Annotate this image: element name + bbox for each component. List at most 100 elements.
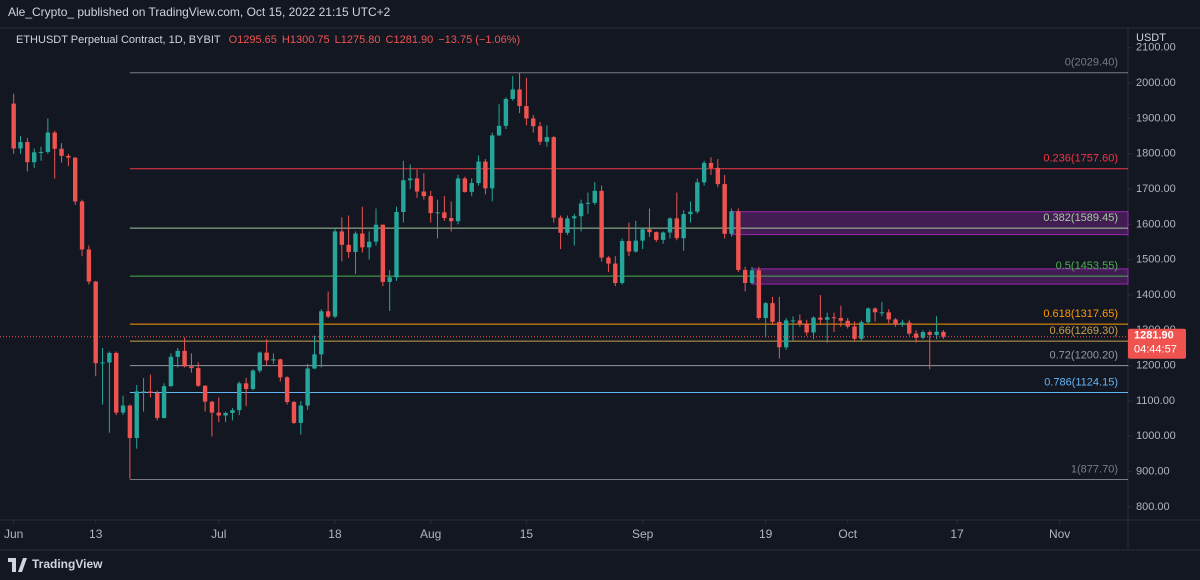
y-tick-label: 1500.00 bbox=[1136, 254, 1176, 266]
candle-body bbox=[695, 182, 700, 212]
candle-body bbox=[756, 270, 762, 318]
candle-body bbox=[872, 308, 878, 313]
legend-value: C1281.90 bbox=[386, 34, 434, 46]
candle-body bbox=[45, 132, 51, 152]
candle-body bbox=[278, 359, 283, 378]
candle-body bbox=[804, 324, 809, 333]
candle-body bbox=[455, 178, 461, 222]
candle-body bbox=[852, 326, 857, 339]
candle-body bbox=[715, 167, 721, 185]
candle-body bbox=[708, 162, 714, 168]
candle-body bbox=[859, 322, 864, 339]
legend-value: −13.75 (−1.06%) bbox=[438, 34, 520, 46]
candle-body bbox=[777, 321, 782, 348]
candle-body bbox=[565, 218, 570, 233]
candle-body bbox=[127, 405, 133, 439]
candle-body bbox=[414, 178, 420, 192]
candle-body bbox=[332, 231, 338, 317]
candle-body bbox=[428, 196, 433, 214]
candle-body bbox=[271, 359, 276, 361]
candle-body bbox=[503, 98, 509, 126]
candle-body bbox=[18, 142, 23, 149]
y-tick-label: 2000.00 bbox=[1136, 77, 1176, 89]
candle-body bbox=[100, 362, 105, 364]
candle-body bbox=[619, 240, 625, 284]
candle-body bbox=[770, 303, 775, 322]
fib-label: 1(877.70) bbox=[1071, 463, 1118, 475]
candle-body bbox=[558, 217, 563, 233]
candle-body bbox=[838, 317, 844, 321]
logo bbox=[8, 558, 27, 572]
candle-body bbox=[175, 350, 180, 357]
candle-body bbox=[681, 214, 686, 239]
fib-label: 0.72(1200.20) bbox=[1050, 349, 1119, 361]
candle-body bbox=[141, 391, 146, 393]
candle-body bbox=[387, 277, 392, 282]
candle-body bbox=[38, 151, 44, 153]
candle-body bbox=[52, 132, 57, 149]
candle-body bbox=[797, 320, 803, 325]
candle-body bbox=[907, 322, 912, 334]
candle-body bbox=[927, 332, 932, 335]
candle-body bbox=[339, 231, 345, 245]
candle-body bbox=[496, 125, 502, 136]
candle-body bbox=[572, 216, 577, 219]
x-tick-label: 19 bbox=[759, 527, 773, 541]
candle-body bbox=[182, 350, 187, 367]
candle-body bbox=[900, 322, 905, 325]
candle-body bbox=[722, 184, 727, 234]
candle-body bbox=[537, 126, 543, 142]
candle-body bbox=[435, 212, 440, 214]
candle-body bbox=[401, 180, 406, 213]
candle-body bbox=[353, 233, 358, 252]
candle-body bbox=[831, 317, 837, 319]
candle-body bbox=[592, 190, 597, 203]
candle-body bbox=[920, 332, 926, 338]
candle-body bbox=[531, 118, 536, 127]
candle-body bbox=[626, 240, 632, 252]
candle-body bbox=[134, 391, 139, 439]
candle-body bbox=[189, 366, 194, 369]
footer-brand: TradingView bbox=[32, 557, 103, 571]
candle-body bbox=[818, 317, 823, 320]
y-tick-label: 800.00 bbox=[1136, 501, 1170, 513]
candle-body bbox=[811, 317, 816, 333]
candle-body bbox=[305, 368, 310, 406]
candle-body bbox=[647, 229, 652, 233]
x-tick-label: Jul bbox=[211, 527, 226, 541]
countdown: 04:44:57 bbox=[1134, 344, 1177, 356]
candle-body bbox=[667, 218, 673, 233]
y-tick-label: 2100.00 bbox=[1136, 42, 1176, 54]
candle-body bbox=[264, 352, 269, 361]
candle-body bbox=[114, 352, 119, 413]
x-tick-label: 18 bbox=[328, 527, 342, 541]
y-tick-label: 1200.00 bbox=[1136, 360, 1176, 372]
candle-body bbox=[742, 269, 748, 284]
y-tick-label: 1600.00 bbox=[1136, 218, 1176, 230]
candle-body bbox=[373, 224, 379, 242]
candle-body bbox=[510, 89, 515, 99]
candle-body bbox=[291, 402, 297, 423]
x-tick-label: Jun bbox=[4, 527, 23, 541]
candle-body bbox=[243, 383, 249, 389]
candle-body bbox=[168, 356, 174, 387]
publisher: Ale_Crypto_ published on TradingView.com… bbox=[8, 5, 391, 19]
legend-value: O1295.65 bbox=[229, 34, 277, 46]
candle-body bbox=[237, 383, 242, 411]
candle-body bbox=[230, 410, 235, 413]
y-tick-label: 1700.00 bbox=[1136, 183, 1176, 195]
candle-body bbox=[325, 311, 331, 317]
candle-body bbox=[442, 212, 447, 219]
candle-body bbox=[284, 377, 290, 403]
candle-body bbox=[298, 405, 303, 423]
candle-body bbox=[654, 232, 659, 240]
last-price-label: 1281.90 bbox=[1134, 330, 1174, 342]
candle-body bbox=[893, 319, 898, 325]
x-tick-label: 15 bbox=[520, 527, 534, 541]
candle-body bbox=[790, 320, 796, 322]
candle-body bbox=[688, 211, 693, 215]
candle-body bbox=[469, 183, 474, 192]
legend-value: L1275.80 bbox=[335, 34, 381, 46]
